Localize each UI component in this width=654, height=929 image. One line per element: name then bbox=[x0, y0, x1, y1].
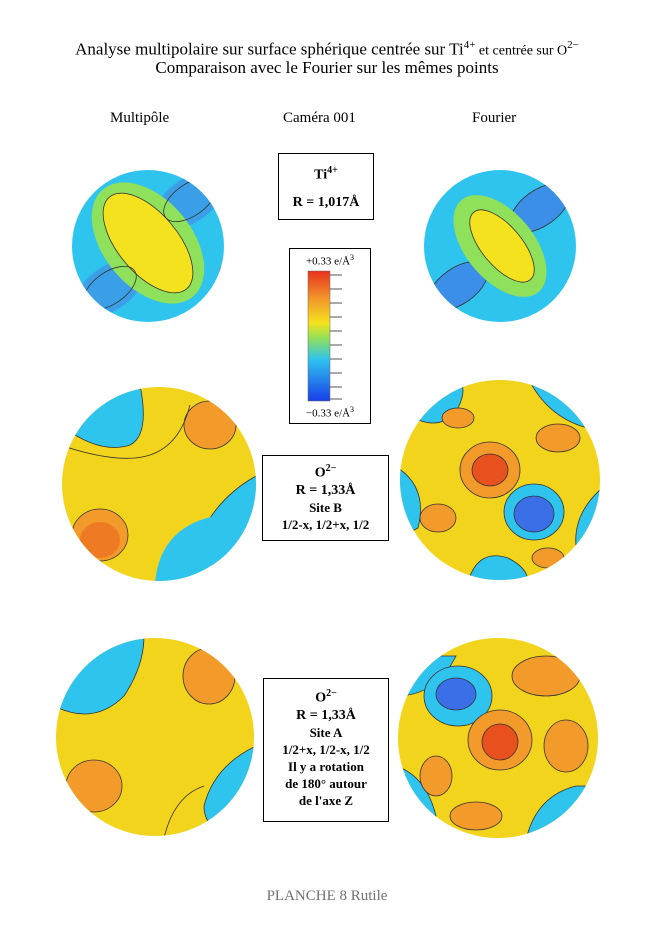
o-site-a-box: O2− R = 1,33Å Site A 1/2+x, 1/2-x, 1/2 I… bbox=[263, 678, 389, 822]
ti-info-box: Ti4+ R = 1,017Å bbox=[278, 153, 374, 220]
o-a-site: Site A bbox=[309, 724, 343, 740]
o-b-site: Site B bbox=[309, 499, 342, 515]
ti-fourier-sphere bbox=[424, 170, 576, 322]
o-a-fourier-sphere bbox=[398, 638, 598, 838]
o-a-note-2: de 180° autour bbox=[285, 775, 367, 791]
ti-multipole-sphere bbox=[72, 170, 224, 322]
color-scale: +0.33 e/Å3 −0.33 e/Å3 bbox=[289, 248, 371, 424]
scale-top-label: +0.33 e/Å3 bbox=[305, 253, 355, 268]
o-b-multipole-sphere bbox=[62, 387, 256, 581]
o-a-charge: 2− bbox=[326, 688, 337, 699]
scale-bar bbox=[307, 270, 342, 402]
o-a-multipole-sphere bbox=[56, 638, 254, 836]
column-header-camera: Caméra 001 bbox=[283, 110, 356, 126]
o-b-radius: R = 1,33Å bbox=[295, 482, 356, 498]
title-text-b: et centrée sur O bbox=[475, 43, 568, 59]
column-header-fourier: Fourier bbox=[472, 110, 517, 126]
o-b-label: O bbox=[314, 465, 326, 481]
scale-bottom-label: −0.33 e/Å3 bbox=[305, 405, 355, 420]
plate-footer: PLANCHE 8 Rutile bbox=[266, 888, 388, 904]
o-b-coords: 1/2-x, 1/2+x, 1/2 bbox=[281, 516, 370, 532]
o-b-charge: 2− bbox=[325, 463, 337, 474]
page-title: Analyse multipolaire sur surface sphériq… bbox=[0, 34, 654, 63]
title-text-a: Analyse multipolaire sur surface sphériq… bbox=[75, 39, 464, 59]
column-header-multipole: Multipôle bbox=[110, 110, 170, 126]
o-a-note-1: Il y a rotation bbox=[288, 758, 364, 774]
o-b-fourier-sphere bbox=[400, 380, 600, 580]
ti-charge: 4+ bbox=[327, 165, 338, 176]
page-subtitle: Comparaison avec le Fourier sur les même… bbox=[155, 58, 499, 77]
o-a-radius: R = 1,33Å bbox=[296, 707, 356, 723]
ti-label: Ti bbox=[314, 167, 328, 183]
title-o-charge: 2− bbox=[567, 39, 579, 51]
title-ti-charge: 4+ bbox=[463, 39, 476, 51]
o-site-b-box: O2− R = 1,33Å Site B 1/2-x, 1/2+x, 1/2 bbox=[262, 455, 389, 541]
o-a-label: O bbox=[315, 690, 327, 706]
ti-radius: R = 1,017Å bbox=[292, 194, 360, 210]
o-a-coords: 1/2+x, 1/2-x, 1/2 bbox=[282, 741, 370, 757]
o-a-note-3: de l'axe Z bbox=[298, 792, 354, 808]
